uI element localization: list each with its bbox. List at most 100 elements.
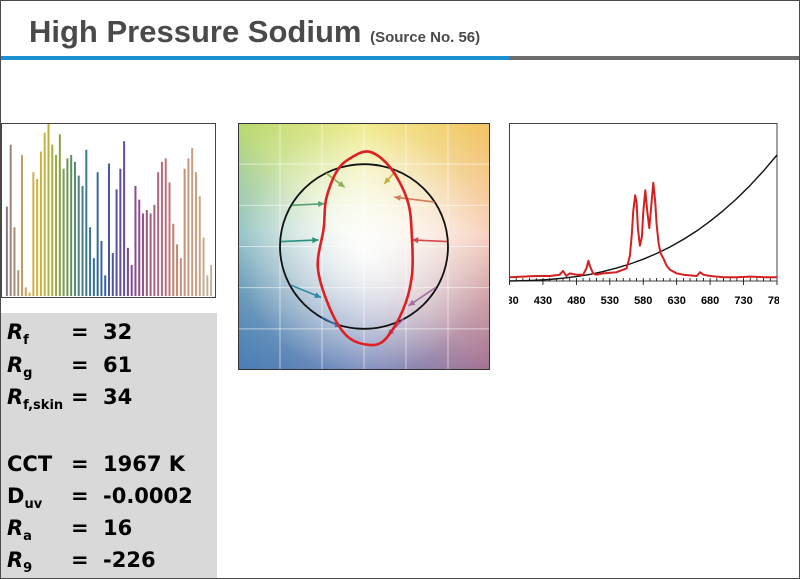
metric-equals: =: [71, 385, 89, 409]
fidelity-bar: [164, 158, 167, 296]
fidelity-bar: [5, 206, 8, 296]
metric-value: 34: [103, 385, 133, 409]
fidelity-bar: [160, 161, 163, 296]
metric-label: Rf: [7, 320, 29, 348]
metrics-panel: Rf = 32 Rg = 61 Rf,skin = 34 CCT = 1967 K Duv = -0.000…: [1, 313, 217, 578]
cvg-arrow-head: [384, 177, 391, 184]
metric-equals: =: [71, 320, 89, 344]
fidelity-bar: [92, 258, 95, 296]
fidelity-bar: [194, 172, 197, 296]
fidelity-bar: [206, 275, 209, 296]
metric-subscript: uv: [24, 497, 43, 512]
title-underline-blue: [1, 56, 509, 60]
fidelity-bar: [179, 258, 182, 296]
fidelity-by-hue-chart: [1, 123, 216, 298]
metric-label: Rf,skin: [7, 385, 63, 413]
cvg-reference-circle: [279, 163, 449, 330]
fidelity-bar: [210, 265, 213, 296]
metric-value: 16: [103, 516, 133, 540]
fidelity-bar: [77, 175, 80, 296]
metric-symbol: R: [7, 385, 24, 409]
fidelity-bar: [81, 185, 84, 296]
spd-tick-label: 630: [668, 295, 686, 307]
fidelity-bar: [115, 189, 118, 296]
cvg-arrow-head: [394, 194, 401, 201]
fidelity-bar: [157, 172, 160, 296]
metric-symbol: R: [7, 516, 24, 540]
fidelity-bar: [130, 265, 133, 296]
metric-value: 61: [103, 353, 133, 377]
cvg-arrow-head: [411, 237, 419, 244]
metric-symbol: D: [7, 484, 25, 508]
slide-subtitle: (Source No. 56): [370, 29, 481, 46]
metric-subscript: a: [23, 529, 32, 544]
fidelity-bar: [62, 168, 65, 296]
fidelity-bar: [183, 168, 186, 296]
metric-label: CCT: [7, 452, 52, 476]
fidelity-bar: [126, 247, 129, 296]
fidelity-bar: [39, 151, 42, 296]
fidelity-bar: [43, 132, 46, 296]
metric-symbol: R: [7, 353, 24, 377]
fidelity-bar: [108, 163, 110, 296]
fidelity-bar: [119, 168, 122, 296]
fidelity-bar: [58, 134, 61, 296]
metric-equals: =: [71, 353, 89, 377]
metric-value: -0.0002: [103, 484, 193, 508]
fidelity-bar: [202, 237, 205, 296]
metric-subscript: f,skin: [23, 398, 64, 413]
fidelity-bar: [149, 213, 152, 296]
fidelity-bar: [73, 161, 76, 296]
fidelity-bar: [17, 270, 20, 296]
fidelity-bar: [21, 154, 24, 296]
metric-symbol: R: [7, 548, 24, 572]
fidelity-bar: [28, 292, 31, 296]
fidelity-bar: [32, 172, 35, 296]
fidelity-bar: [168, 182, 171, 296]
slide-title: High Pressure Sodium (Source No. 56): [29, 14, 480, 50]
spd-tick-label: 480: [567, 295, 585, 307]
spd-test-curve: [509, 181, 777, 279]
metric-value: 1967 K: [103, 452, 186, 476]
fidelity-bar: [55, 154, 58, 296]
spd-tick-label: 530: [601, 295, 619, 307]
metric-subscript: 9: [23, 561, 33, 576]
fidelity-bar: [142, 213, 145, 296]
fidelity-bar: [9, 144, 12, 296]
title-underline-gray: [509, 56, 799, 60]
metric-value: -226: [103, 548, 156, 572]
fidelity-bar: [198, 196, 201, 296]
cvg-arrow-head: [312, 237, 319, 244]
fidelity-bar: [51, 144, 54, 296]
fidelity-bar: [111, 253, 114, 296]
spd-tick-label: 780: [768, 295, 779, 307]
fidelity-bar: [47, 124, 50, 296]
metric-symbol: R: [7, 320, 24, 344]
spd-tick-label: 680: [701, 295, 719, 307]
fidelity-bar: [13, 227, 16, 296]
fidelity-bar: [36, 179, 39, 296]
spd-tick-label: 580: [634, 295, 652, 307]
fidelity-bar: [104, 275, 107, 296]
title-text: High Pressure Sodium: [29, 14, 362, 49]
spd-tick-label: 730: [734, 295, 752, 307]
fidelity-bar: [89, 227, 92, 296]
spectral-power-distribution-chart: 380 430 480 530 580 630 680 730 780: [509, 123, 779, 307]
fidelity-bar: [123, 141, 126, 296]
metric-label: Duv: [7, 484, 42, 512]
fidelity-bar: [85, 149, 88, 296]
fidelity-bar: [187, 158, 190, 296]
cvg-arrow-head: [337, 180, 345, 188]
spd-reference-curve: [509, 154, 778, 282]
cvg-frame: [238, 123, 490, 370]
fidelity-bar: [100, 240, 103, 296]
fidelity-bar: [66, 158, 69, 296]
fidelity-bar: [145, 210, 148, 296]
fidelity-bar: [138, 199, 141, 296]
spd-tick-label: 430: [534, 295, 552, 307]
metric-subscript: g: [23, 366, 33, 381]
metric-symbol: CCT: [7, 452, 53, 476]
color-vector-graphic: [238, 123, 490, 370]
metric-equals: =: [71, 548, 89, 572]
metric-label: Ra: [7, 516, 32, 544]
